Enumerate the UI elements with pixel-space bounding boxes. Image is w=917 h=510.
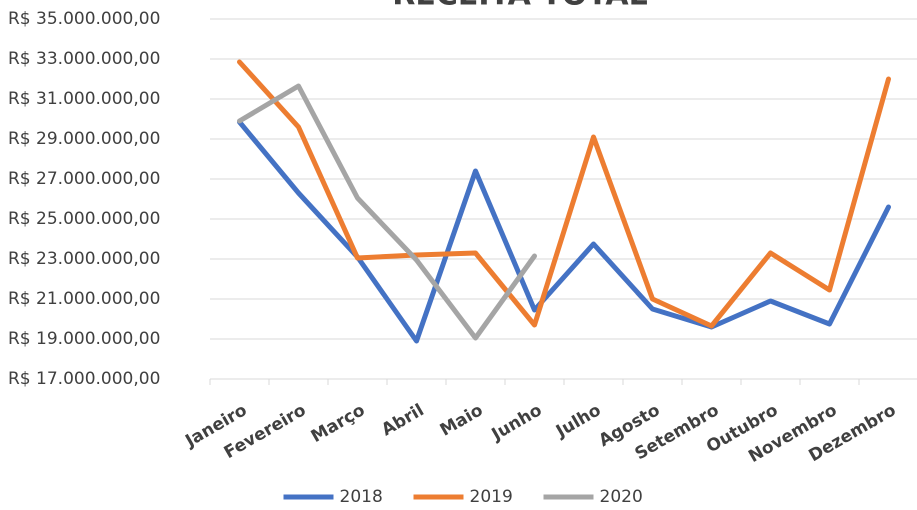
y-tick-label: R$ 35.000.000,00 xyxy=(8,9,160,29)
series-line xyxy=(237,83,537,341)
y-tick-label: R$ 33.000.000,00 xyxy=(8,49,160,69)
y-tick-label: R$ 29.000.000,00 xyxy=(8,129,160,149)
series-line xyxy=(237,59,891,329)
legend-label: 2020 xyxy=(600,487,643,507)
x-tick-label: Junho xyxy=(488,400,546,445)
y-tick-label: R$ 25.000.000,00 xyxy=(8,209,160,229)
y-tick-label: R$ 31.000.000,00 xyxy=(8,89,160,109)
x-tick-label: Abril xyxy=(378,400,427,440)
y-tick-label: R$ 17.000.000,00 xyxy=(8,369,160,389)
series-line xyxy=(237,119,891,344)
legend-label: 2019 xyxy=(470,487,513,507)
y-tick-label: R$ 23.000.000,00 xyxy=(8,249,160,269)
chart-title: RECEITA TOTAL xyxy=(392,0,648,13)
y-tick-label: R$ 21.000.000,00 xyxy=(8,289,160,309)
y-tick-label: R$ 19.000.000,00 xyxy=(8,329,160,349)
x-tick-label: Março xyxy=(308,400,369,447)
x-tick-label: Maio xyxy=(437,400,487,440)
y-tick-label: R$ 27.000.000,00 xyxy=(8,169,160,189)
legend-label: 2018 xyxy=(340,487,383,507)
